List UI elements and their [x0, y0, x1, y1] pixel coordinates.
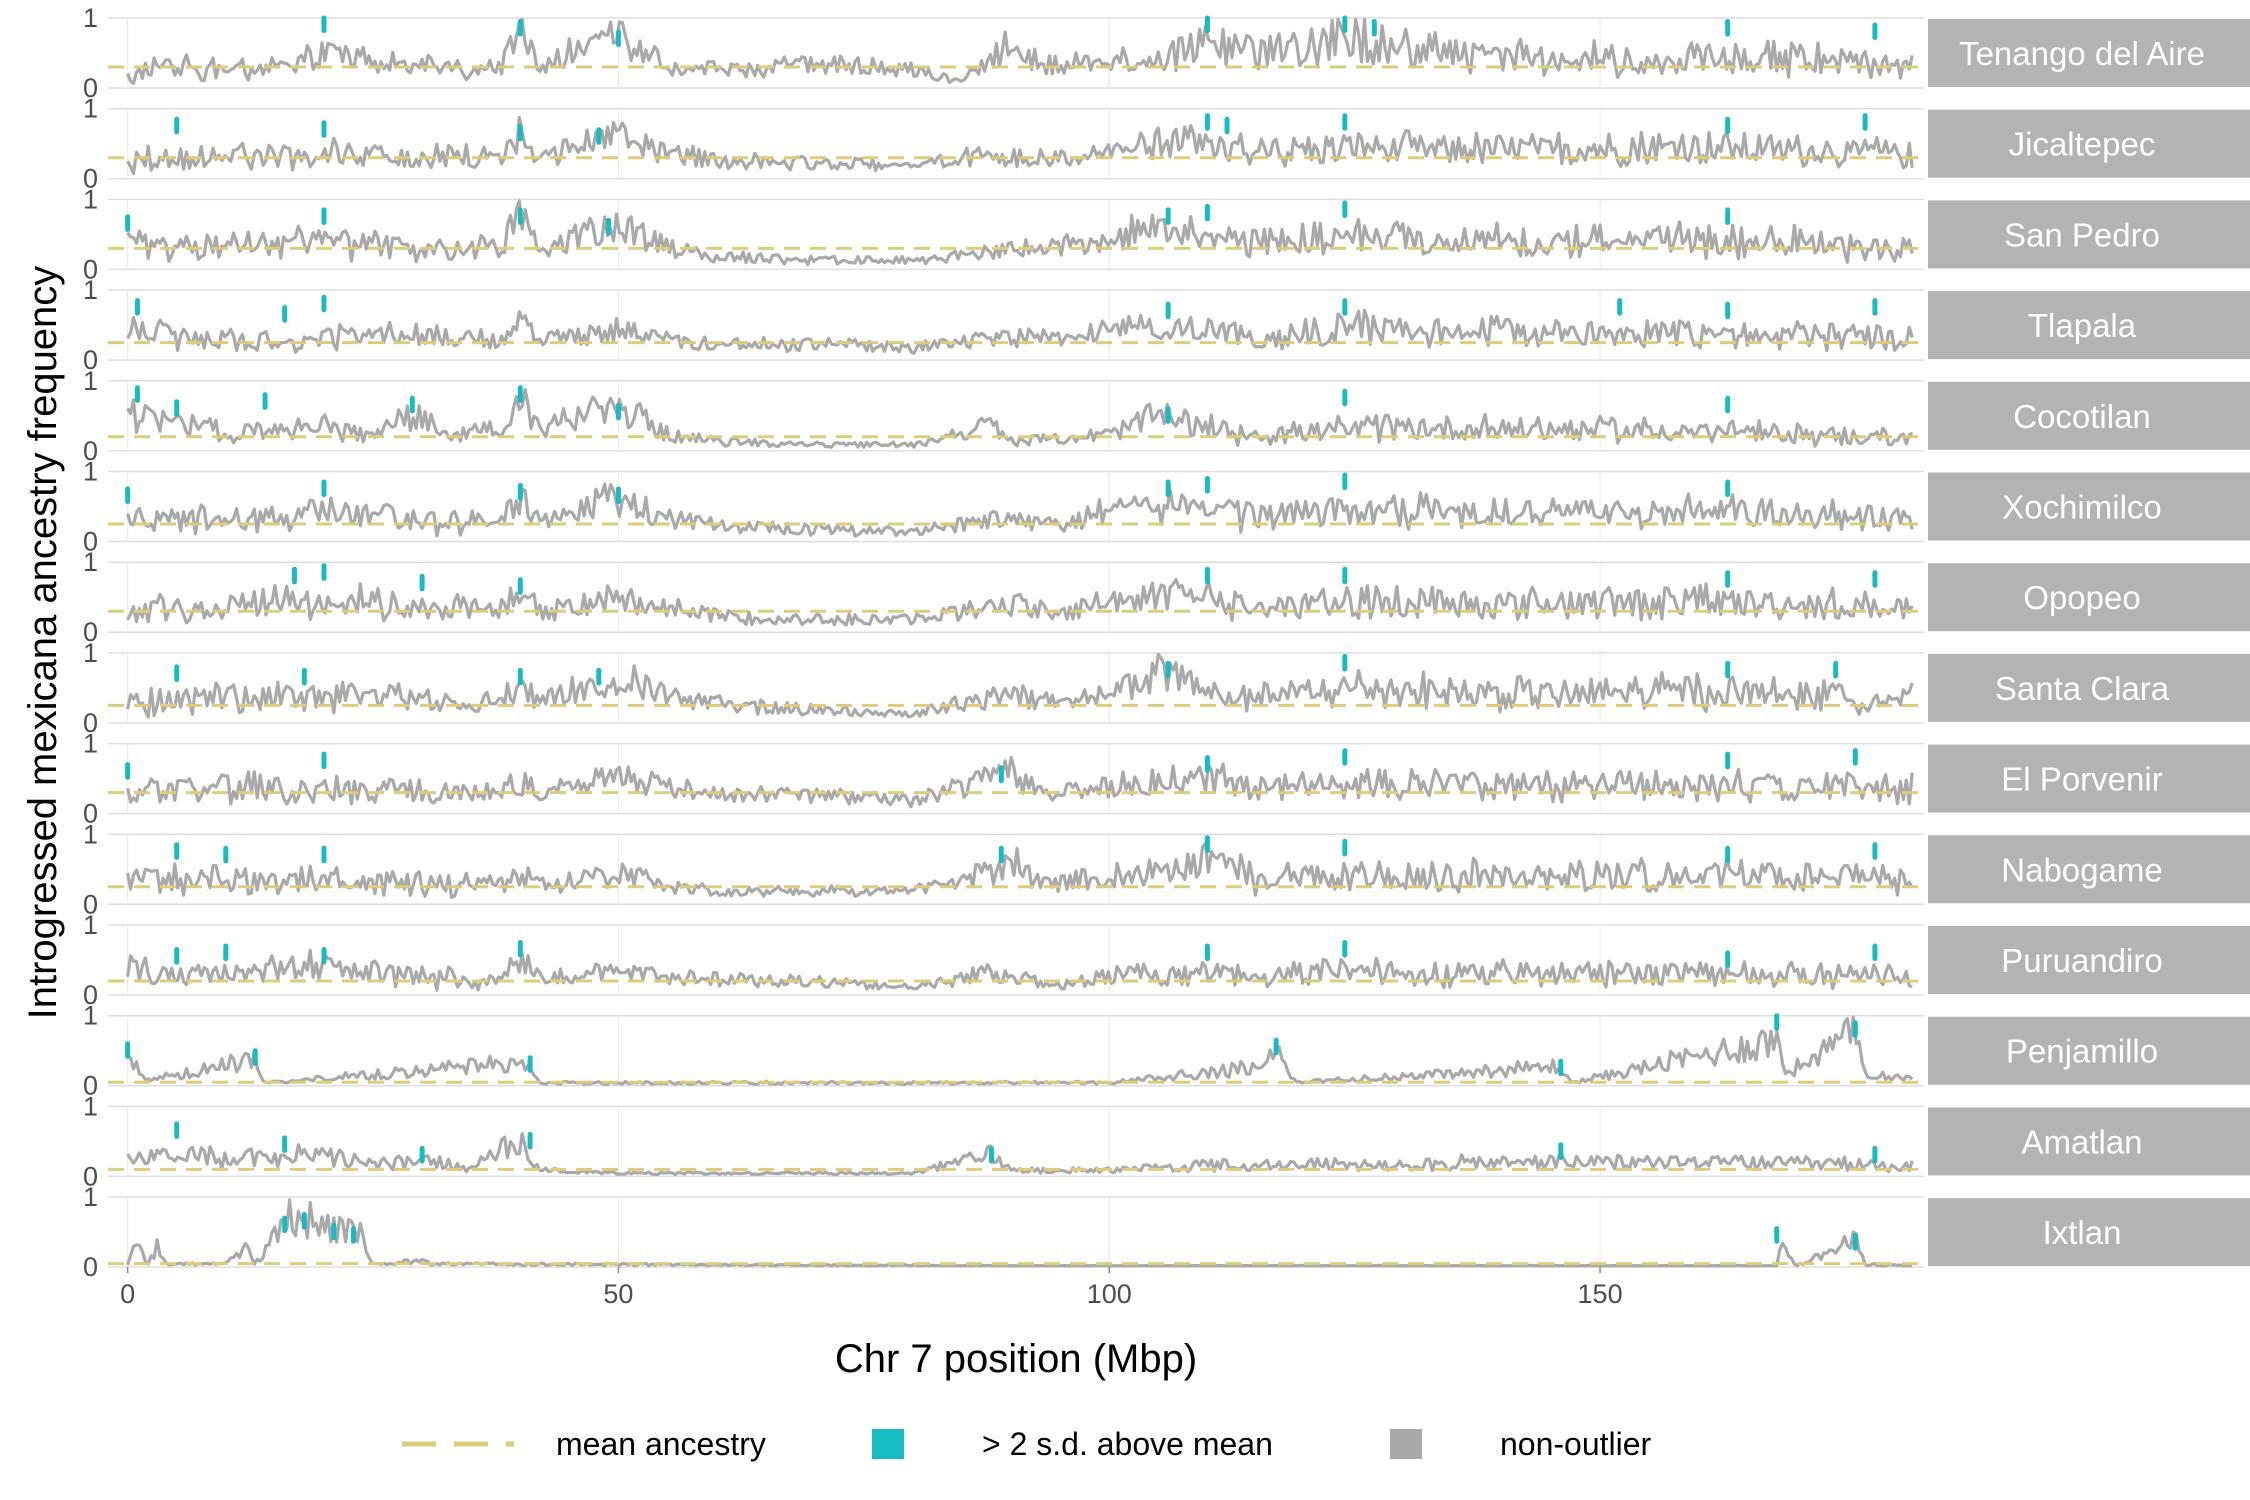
- legend-key-normal: [1390, 1429, 1422, 1459]
- legend-label-outlier: > 2 s.d. above mean: [982, 1426, 1273, 1462]
- panel-label: Ixtlan: [2043, 1214, 2122, 1251]
- y-tick-label: 1: [83, 457, 98, 487]
- ancestry-trace: [126, 948, 1913, 992]
- y-axis-title: Introgressed mexicana ancestry frequency: [21, 266, 65, 1020]
- panel-label: Cocotilan: [2013, 398, 2151, 435]
- y-tick-label: 0: [83, 1071, 98, 1101]
- x-tick-label: 150: [1578, 1279, 1623, 1309]
- strip-background: [1928, 472, 2250, 541]
- panel-label: Amatlan: [2021, 1123, 2142, 1160]
- ancestry-trace: [126, 1198, 1913, 1268]
- y-tick-label: 0: [83, 980, 98, 1010]
- panel-label: Nabogame: [2001, 851, 2162, 888]
- panel-14: 0 1 Ixtlan: [83, 1182, 2250, 1282]
- panel-12: 0 1 Penjamillo: [83, 1001, 2250, 1101]
- panel-label: Tenango del Aire: [1959, 35, 2205, 72]
- panel-2: 0 1 Jicaltepec: [83, 94, 2250, 194]
- y-tick-label: 0: [83, 527, 98, 557]
- panel-4: 0 1 Tlapala: [83, 275, 2250, 375]
- y-tick-label: 1: [83, 3, 98, 33]
- legend-label-normal: non-outlier: [1500, 1426, 1652, 1462]
- y-tick-label: 1: [83, 184, 98, 214]
- panel-label: El Porvenir: [2001, 761, 2162, 798]
- ancestry-trace: [126, 308, 1914, 355]
- panel-5: 0 1 Cocotilan: [83, 366, 2250, 466]
- y-tick-label: 1: [83, 94, 98, 124]
- y-tick-label: 1: [83, 547, 98, 577]
- ancestry-trace: [126, 387, 1914, 449]
- y-tick-label: 1: [83, 366, 98, 396]
- strip-background: [1928, 200, 2250, 269]
- x-tick-label: 50: [603, 1279, 633, 1309]
- panel-label: Santa Clara: [1995, 670, 2170, 707]
- y-tick-label: 0: [83, 436, 98, 466]
- y-tick-label: 0: [83, 799, 98, 829]
- strip-background: [1928, 744, 2250, 813]
- ancestry-trace: [126, 199, 1914, 267]
- ancestry-trace: [126, 841, 1914, 899]
- strip-background: [1928, 1107, 2250, 1176]
- strip-background: [1928, 1198, 2250, 1267]
- strip-background: [1928, 1016, 2250, 1085]
- legend-key-outlier: [872, 1429, 904, 1459]
- y-tick-label: 0: [83, 345, 98, 375]
- panel-label: Jicaltepec: [2009, 126, 2156, 163]
- ancestry-trace: [126, 1015, 1914, 1086]
- y-tick-label: 0: [83, 889, 98, 919]
- legend: mean ancestry > 2 s.d. above mean non-outl…: [402, 1426, 1652, 1462]
- y-tick-label: 0: [83, 1161, 98, 1191]
- legend-label-mean: mean ancestry: [556, 1426, 766, 1462]
- y-tick-label: 1: [83, 1182, 98, 1212]
- panel-1: 0 1 Tenango del Aire: [83, 3, 2250, 103]
- y-tick-label: 1: [83, 275, 98, 305]
- y-tick-label: 1: [83, 729, 98, 759]
- strip-background: [1928, 926, 2250, 994]
- ancestry-trace: [126, 115, 1914, 176]
- ancestry-trace: [126, 17, 1914, 85]
- strip-background: [1928, 381, 2250, 450]
- y-tick-label: 0: [83, 254, 98, 284]
- y-tick-label: 1: [83, 910, 98, 940]
- ancestry-trace: [126, 482, 1914, 538]
- ancestry-trace: [126, 577, 1914, 627]
- y-tick-label: 0: [83, 73, 98, 103]
- panel-6: 0 1 Xochimilco: [83, 457, 2250, 557]
- panel-13: 0 1 Amatlan: [83, 1091, 2250, 1191]
- y-tick-label: 1: [83, 1091, 98, 1121]
- y-tick-label: 0: [83, 708, 98, 738]
- strip-background: [1928, 835, 2250, 904]
- strip-background: [1928, 109, 2250, 178]
- strip-background: [1928, 563, 2250, 632]
- y-tick-label: 1: [83, 1001, 98, 1031]
- x-axis: 0 50 100 150: [120, 1267, 1623, 1309]
- panel-10: 0 1 Nabogame: [83, 819, 2250, 919]
- panel-label: Penjamillo: [2006, 1033, 2158, 1070]
- panel-label: Opopeo: [2023, 579, 2140, 616]
- ancestry-trace: [126, 652, 1914, 719]
- y-tick-label: 0: [83, 1252, 98, 1282]
- panel-7: 0 1 Opopeo: [83, 547, 2250, 647]
- x-tick-label: 0: [120, 1279, 135, 1309]
- strip-background: [1928, 653, 2250, 722]
- x-tick-label: 100: [1087, 1279, 1132, 1309]
- panel-8: 0 1 Santa Clara: [83, 638, 2250, 738]
- y-tick-label: 0: [83, 164, 98, 194]
- x-axis-title: Chr 7 position (Mbp): [835, 1337, 1197, 1381]
- strip-background: [1928, 19, 2250, 87]
- y-tick-label: 1: [83, 638, 98, 668]
- y-tick-label: 1: [83, 819, 98, 849]
- panel-label: San Pedro: [2004, 216, 2160, 253]
- ancestry-trace: [126, 755, 1914, 809]
- panel-9: 0 1 El Porvenir: [83, 729, 2250, 829]
- panel-label: Puruandiro: [2001, 942, 2162, 979]
- y-tick-label: 0: [83, 617, 98, 647]
- panel-3: 0 1 San Pedro: [83, 184, 2250, 284]
- strip-background: [1928, 291, 2250, 360]
- panel-label: Xochimilco: [2002, 489, 2162, 526]
- panel-label: Tlapala: [2028, 307, 2137, 344]
- panel-11: 0 1 Puruandiro: [83, 910, 2250, 1010]
